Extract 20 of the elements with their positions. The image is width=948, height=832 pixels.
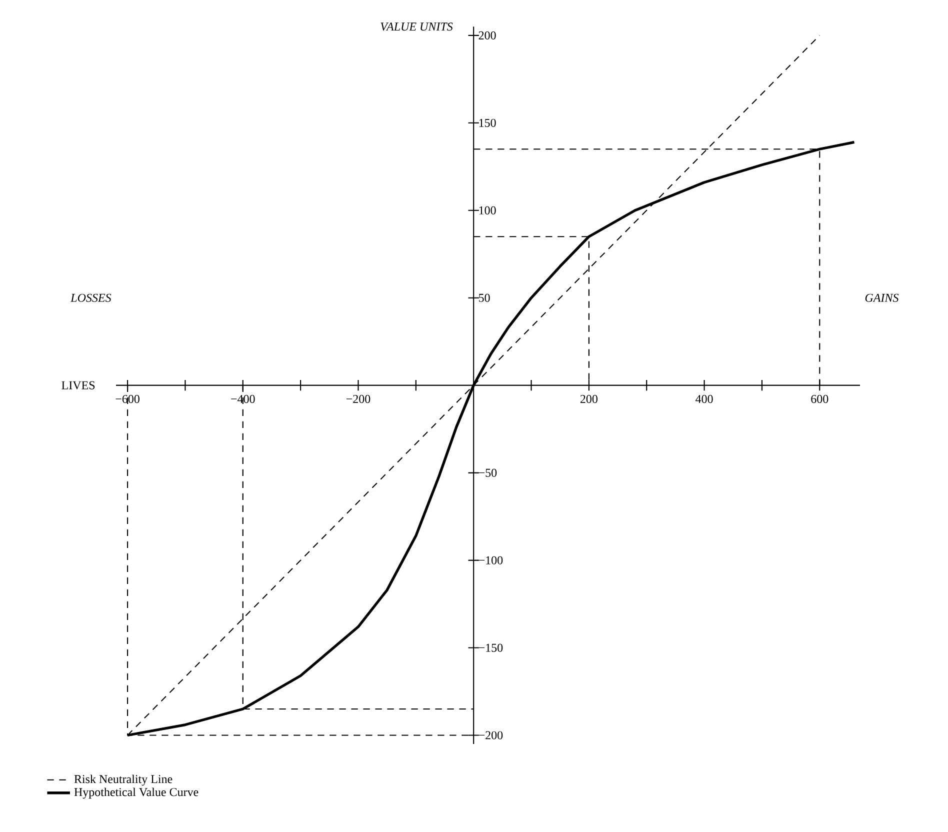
- y-tick-label: 150: [479, 118, 496, 127]
- text: LOSSES: [70, 294, 112, 302]
- y-tick-label: 200: [478, 31, 496, 40]
- y-tick-label: −50: [478, 468, 497, 477]
- text: GAINS: [865, 294, 899, 302]
- y-axis-title: VALUE UNITS: [380, 22, 453, 31]
- y-tick-label: −100: [478, 556, 503, 564]
- x-tick-label: 600: [811, 394, 828, 404]
- y-tick-label: −200: [478, 731, 503, 740]
- x-tick-label: 200: [580, 394, 598, 404]
- y-tick-label: −150: [478, 644, 503, 652]
- legend-label: Hypothetical Value Curve: [74, 788, 198, 799]
- y-tick-label: 100: [479, 206, 496, 214]
- x-axis-title: LIVES: [62, 381, 95, 390]
- legend-label: Risk Neutrality Line: [74, 774, 172, 786]
- x-tick-label: 400: [696, 394, 713, 404]
- x-tick-label: −200: [346, 394, 370, 404]
- x-tick-label: −400: [231, 394, 255, 404]
- x-tick-label: −600: [116, 394, 140, 404]
- y-tick-label: 50: [478, 294, 490, 302]
